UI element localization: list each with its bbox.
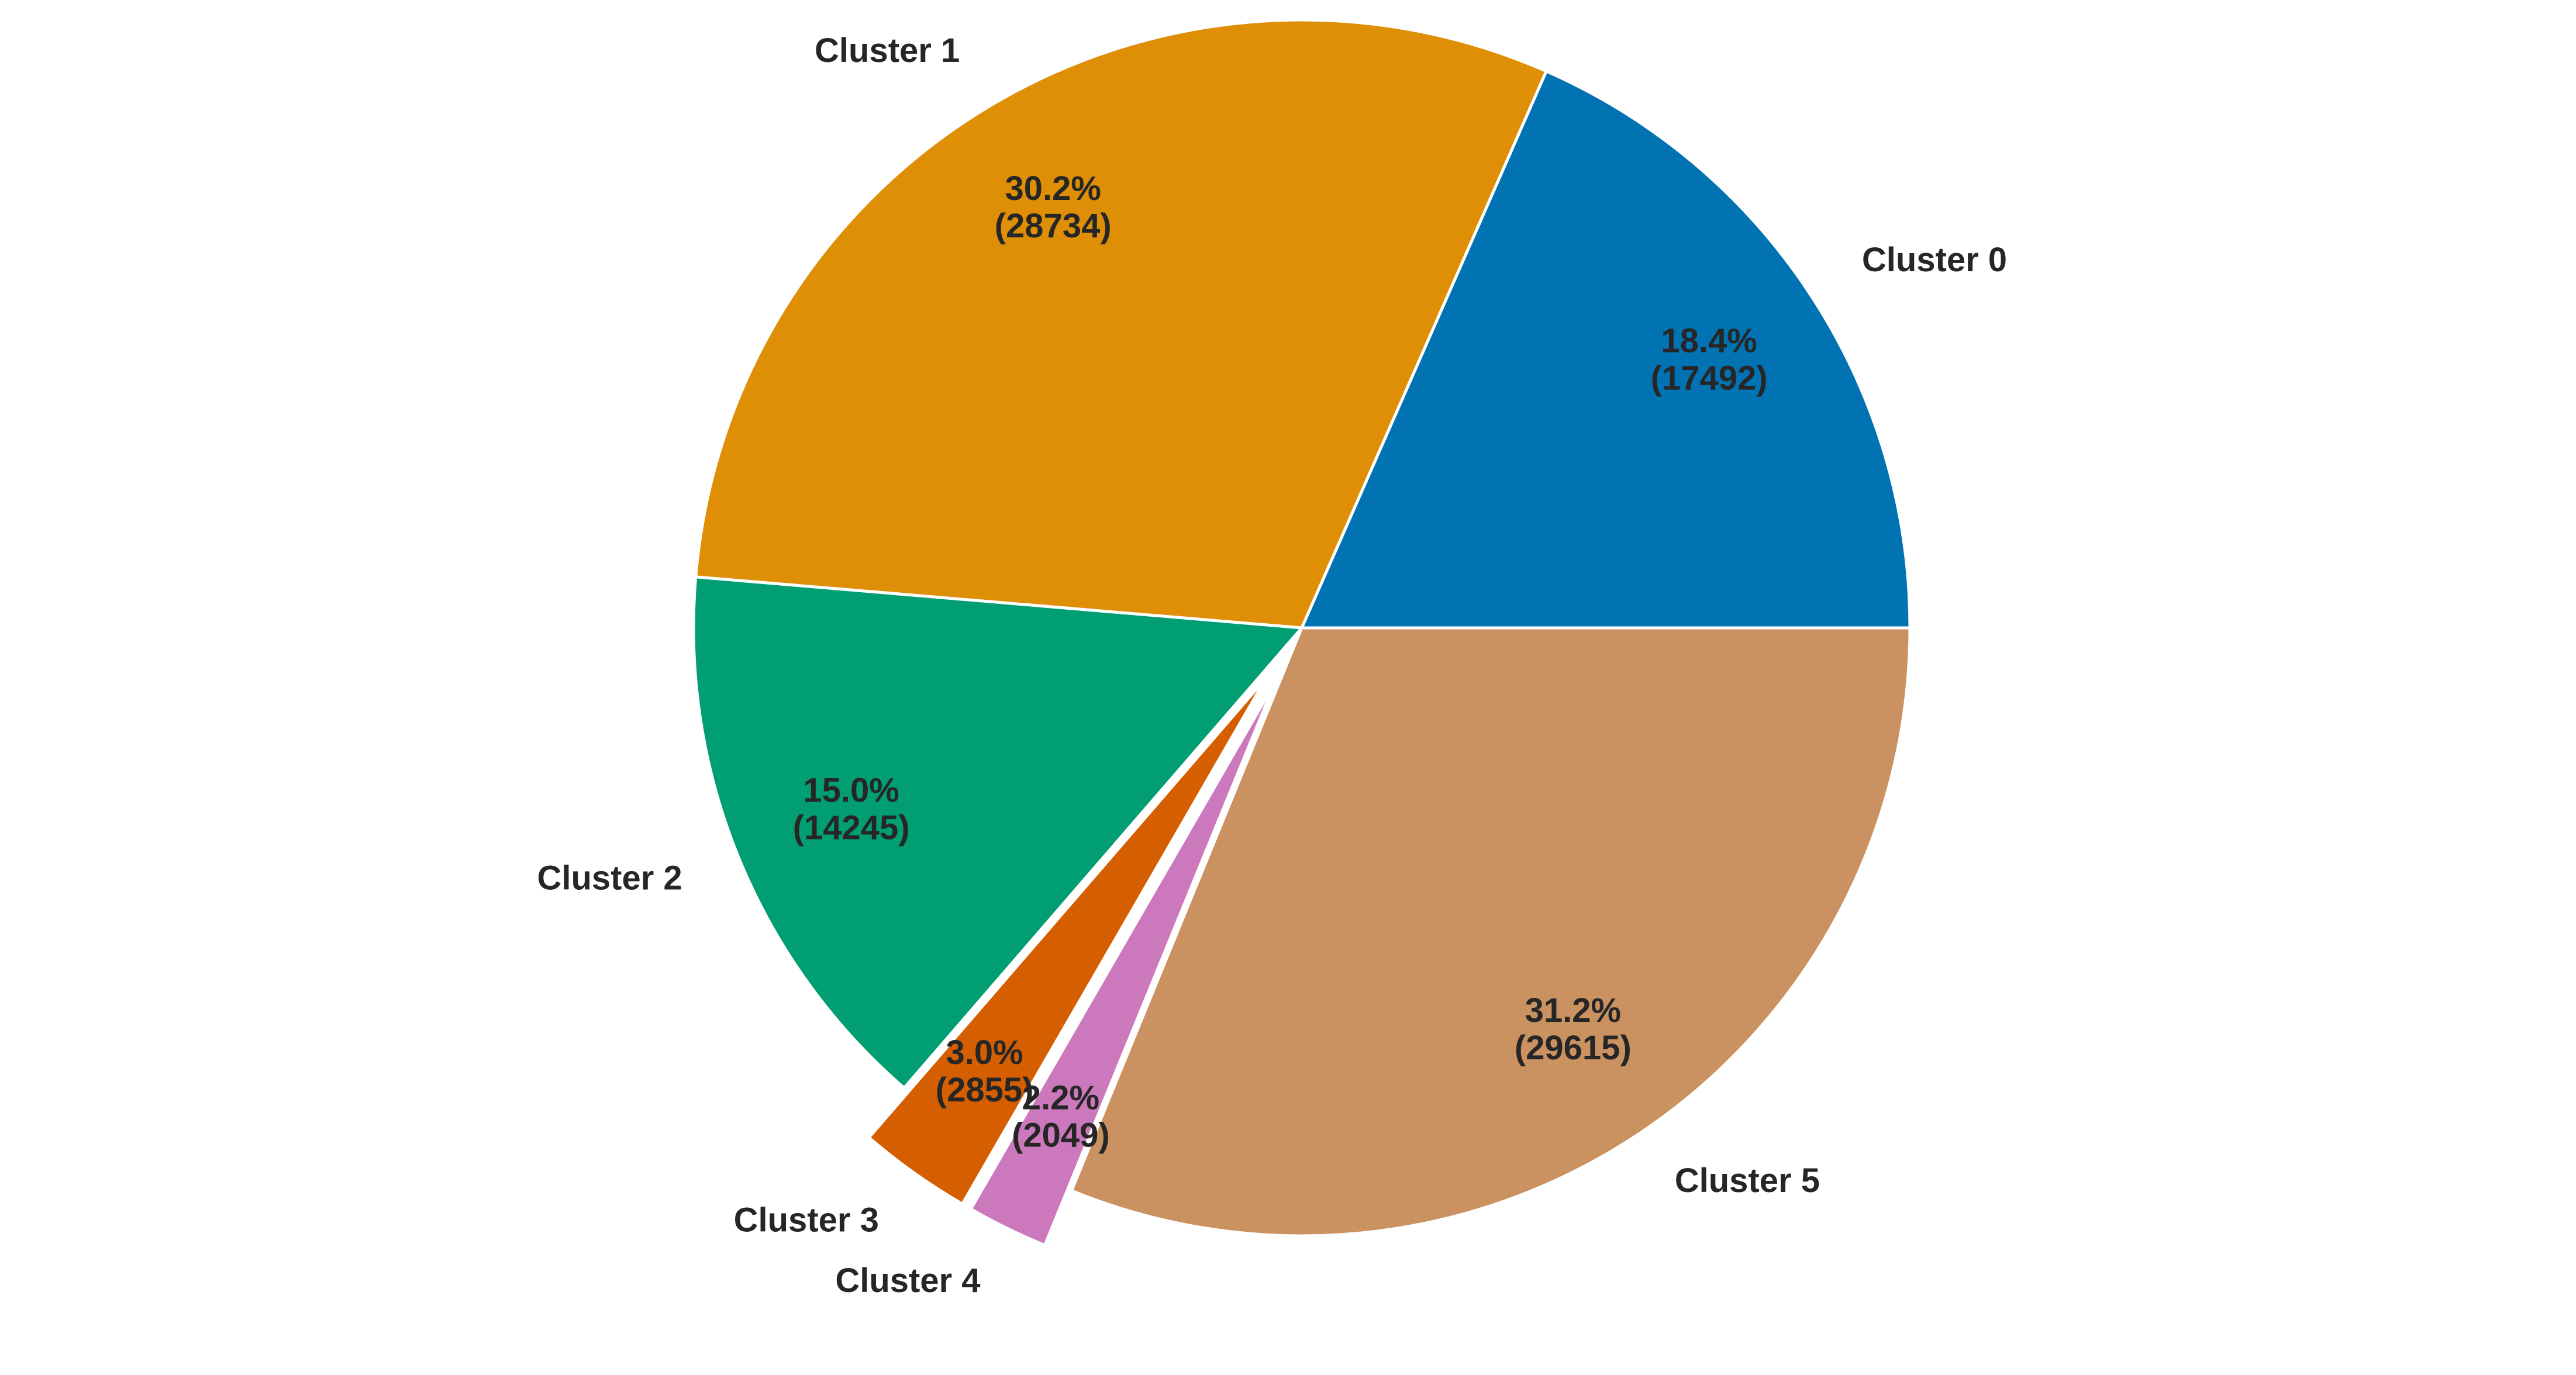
count-label-cluster-1: (28734) — [995, 207, 1112, 245]
pie-labels: Cluster 0 18.4%(17492) Cluster 1 30.2%(2873… — [537, 32, 2007, 1300]
percent-label-cluster-4: 2.2% — [1022, 1079, 1099, 1117]
pie-slice-cluster-2 — [692, 575, 1303, 1090]
category-label-cluster-4: Cluster 4 — [835, 1262, 980, 1300]
percent-label-cluster-1: 30.2% — [1005, 170, 1101, 208]
category-label-cluster-5: Cluster 5 — [1675, 1162, 1820, 1200]
pie-slice-cluster-5 — [1070, 626, 1912, 1238]
pie-slice-cluster-0 — [1300, 70, 1912, 630]
count-label-cluster-2: (14245) — [793, 809, 910, 847]
percent-label-cluster-5: 31.2% — [1525, 991, 1621, 1029]
pie-slices — [692, 18, 1912, 1247]
count-label-cluster-4: (2049) — [1012, 1117, 1110, 1155]
category-label-cluster-3: Cluster 3 — [734, 1201, 879, 1239]
category-label-cluster-0: Cluster 0 — [1862, 241, 2007, 279]
percent-label-cluster-3: 3.0% — [946, 1034, 1023, 1072]
count-label-cluster-3: (2855) — [936, 1071, 1034, 1109]
count-label-cluster-0: (17492) — [1651, 359, 1768, 397]
count-label-cluster-5: (29615) — [1515, 1029, 1632, 1067]
percent-label-cluster-0: 18.4% — [1661, 322, 1757, 360]
category-label-cluster-2: Cluster 2 — [537, 859, 682, 897]
pie-slice-cluster-1 — [694, 18, 1548, 630]
category-label-cluster-1: Cluster 1 — [815, 32, 960, 70]
pie-slice-cluster-4 — [969, 680, 1277, 1247]
percent-label-cluster-2: 15.0% — [803, 771, 899, 809]
pie-slice-cluster-3 — [867, 676, 1268, 1205]
